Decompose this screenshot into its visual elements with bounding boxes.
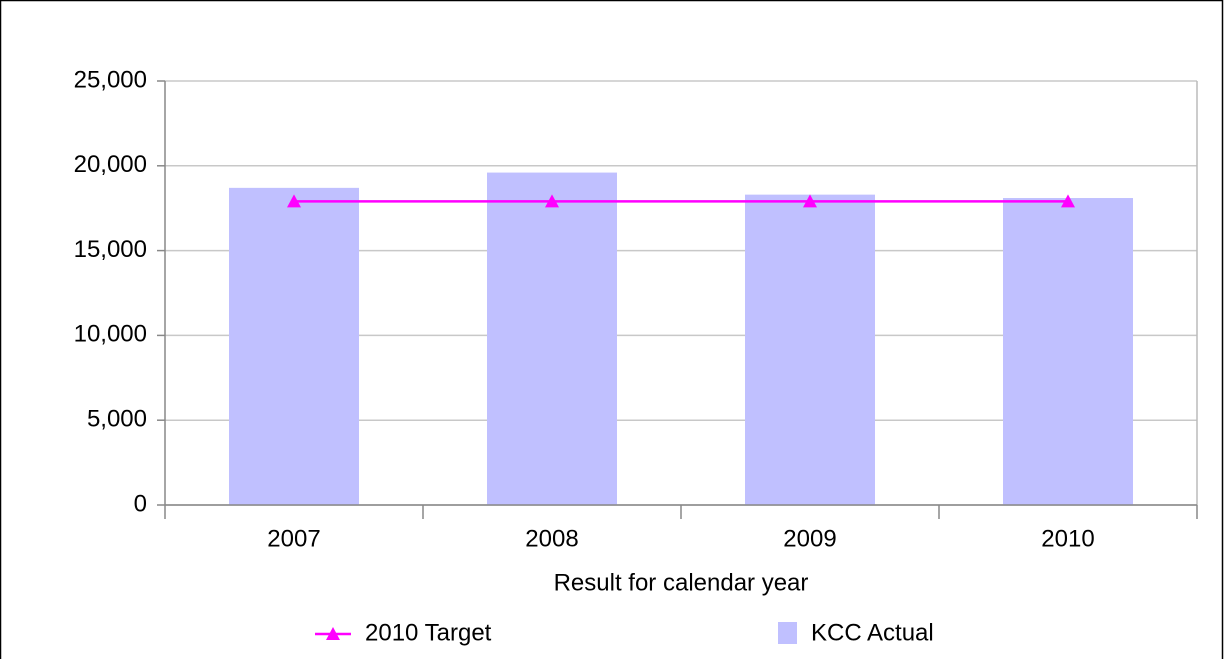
legend-label: 2010 Target bbox=[365, 619, 492, 646]
target-marker bbox=[545, 194, 559, 208]
target-marker bbox=[803, 194, 817, 208]
legend-marker bbox=[326, 627, 340, 640]
legend-label: KCC Actual bbox=[811, 619, 934, 646]
y-tick-label: 25,000 bbox=[74, 66, 147, 93]
bar bbox=[229, 187, 359, 505]
x-axis-title: Result for calendar year bbox=[554, 569, 809, 596]
bar bbox=[1003, 198, 1133, 506]
y-tick-label: 5,000 bbox=[87, 406, 147, 433]
y-tick-label: 0 bbox=[134, 490, 147, 517]
y-tick-label: 15,000 bbox=[74, 236, 147, 263]
target-marker bbox=[1061, 194, 1075, 208]
x-tick-label: 2007 bbox=[267, 525, 320, 552]
x-tick-label: 2010 bbox=[1041, 525, 1094, 552]
target-marker bbox=[287, 194, 301, 208]
y-tick-label: 20,000 bbox=[74, 151, 147, 178]
legend-swatch bbox=[778, 622, 797, 644]
y-tick-label: 10,000 bbox=[74, 321, 147, 348]
bar bbox=[487, 172, 617, 506]
x-tick-label: 2009 bbox=[783, 525, 836, 552]
bar bbox=[745, 194, 875, 505]
x-tick-label: 2008 bbox=[525, 525, 578, 552]
